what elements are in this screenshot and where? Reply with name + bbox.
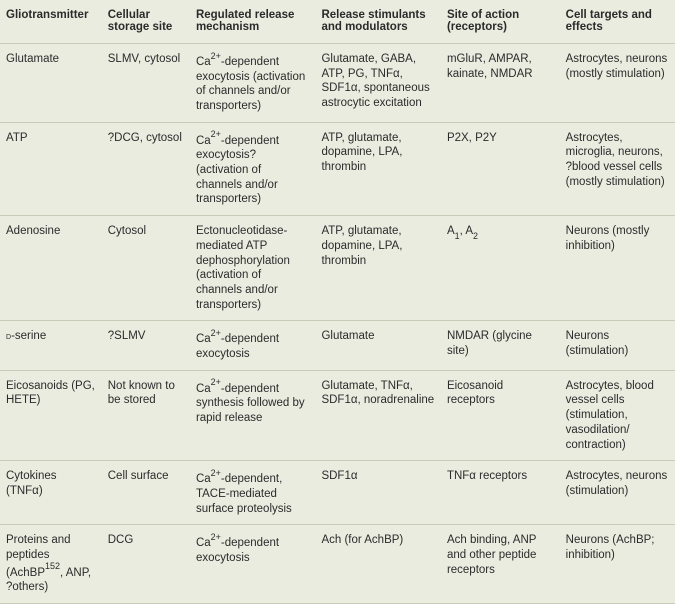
cell: ATP, glutamate, dopamine, LPA, thrombin — [315, 122, 441, 215]
cell: Neurons (mostly inhibition) — [560, 216, 675, 321]
cell: Astrocytes, neurons (mostly stimulation) — [560, 44, 675, 123]
gliotransmitter-table: Gliotransmitter Cellular storage site Re… — [0, 0, 675, 604]
cell: Ca2+-dependent synthesis followed by rap… — [190, 370, 316, 461]
cell: Ca2+-dependent exocytosis — [190, 321, 316, 370]
cell: Ca2+-dependent exocytosis (activation of… — [190, 44, 316, 123]
cell: Glutamate, TNFα, SDF1α, noradrenaline — [315, 370, 441, 461]
cell: DCG — [102, 525, 190, 604]
cell: Cytokines (TNFα) — [0, 461, 102, 525]
table-row: GlutamateSLMV, cytosolCa2+-dependent exo… — [0, 44, 675, 123]
cell: NMDAR (glycine site) — [441, 321, 560, 370]
col-header: Release stimulants and modulators — [315, 0, 441, 44]
cell: A1, A2 — [441, 216, 560, 321]
cell: Ach binding, ANP and other peptide recep… — [441, 525, 560, 604]
cell: Ca2+-dependent exocytosis? (activation o… — [190, 122, 316, 215]
cell: Neurons (AchBP; inhibition) — [560, 525, 675, 604]
col-header: Regulated release mechanism — [190, 0, 316, 44]
table-row: Cytokines (TNFα)Cell surfaceCa2+-depende… — [0, 461, 675, 525]
cell: Glutamate — [315, 321, 441, 370]
cell: TNFα receptors — [441, 461, 560, 525]
cell: Ectonucleotidase-mediated ATP dephosphor… — [190, 216, 316, 321]
cell: Ach (for AchBP) — [315, 525, 441, 604]
table-body: GlutamateSLMV, cytosolCa2+-dependent exo… — [0, 44, 675, 604]
col-header: Gliotransmitter — [0, 0, 102, 44]
cell: Ca2+-dependent exocytosis — [190, 525, 316, 604]
col-header: Cell targets and effects — [560, 0, 675, 44]
cell: ?SLMV — [102, 321, 190, 370]
cell: Glutamate — [0, 44, 102, 123]
cell: Adenosine — [0, 216, 102, 321]
cell: Astrocytes, microglia, neurons, ?blood v… — [560, 122, 675, 215]
cell: Cytosol — [102, 216, 190, 321]
cell: Glutamate, GABA, ATP, PG, TNFα, SDF1α, s… — [315, 44, 441, 123]
cell: Ca2+-dependent, TACE-mediated surface pr… — [190, 461, 316, 525]
col-header: Cellular storage site — [102, 0, 190, 44]
cell: Astrocytes, neurons (stimulation) — [560, 461, 675, 525]
cell: Cell surface — [102, 461, 190, 525]
cell: Astrocytes, blood vessel cells (stimulat… — [560, 370, 675, 461]
cell: d-serine — [0, 321, 102, 370]
cell: Not known to be stored — [102, 370, 190, 461]
cell: ?DCG, cytosol — [102, 122, 190, 215]
cell: ATP, glutamate, dopamine, LPA, thrombin — [315, 216, 441, 321]
cell: P2X, P2Y — [441, 122, 560, 215]
cell: Neurons (stimulation) — [560, 321, 675, 370]
cell: ATP — [0, 122, 102, 215]
header-row: Gliotransmitter Cellular storage site Re… — [0, 0, 675, 44]
cell: Eicosanoids (PG, HETE) — [0, 370, 102, 461]
cell: SDF1α — [315, 461, 441, 525]
cell: Eicosanoid receptors — [441, 370, 560, 461]
cell: SLMV, cytosol — [102, 44, 190, 123]
table-row: Proteins and peptides (AchBP152, ANP, ?o… — [0, 525, 675, 604]
table-row: AdenosineCytosolEctonucleotidase-mediate… — [0, 216, 675, 321]
col-header: Site of action (receptors) — [441, 0, 560, 44]
table-row: Eicosanoids (PG, HETE)Not known to be st… — [0, 370, 675, 461]
cell: mGluR, AMPAR, kainate, NMDAR — [441, 44, 560, 123]
table-row: d-serine?SLMVCa2+-dependent exocytosisGl… — [0, 321, 675, 370]
table-row: ATP?DCG, cytosolCa2+-dependent exocytosi… — [0, 122, 675, 215]
cell: Proteins and peptides (AchBP152, ANP, ?o… — [0, 525, 102, 604]
